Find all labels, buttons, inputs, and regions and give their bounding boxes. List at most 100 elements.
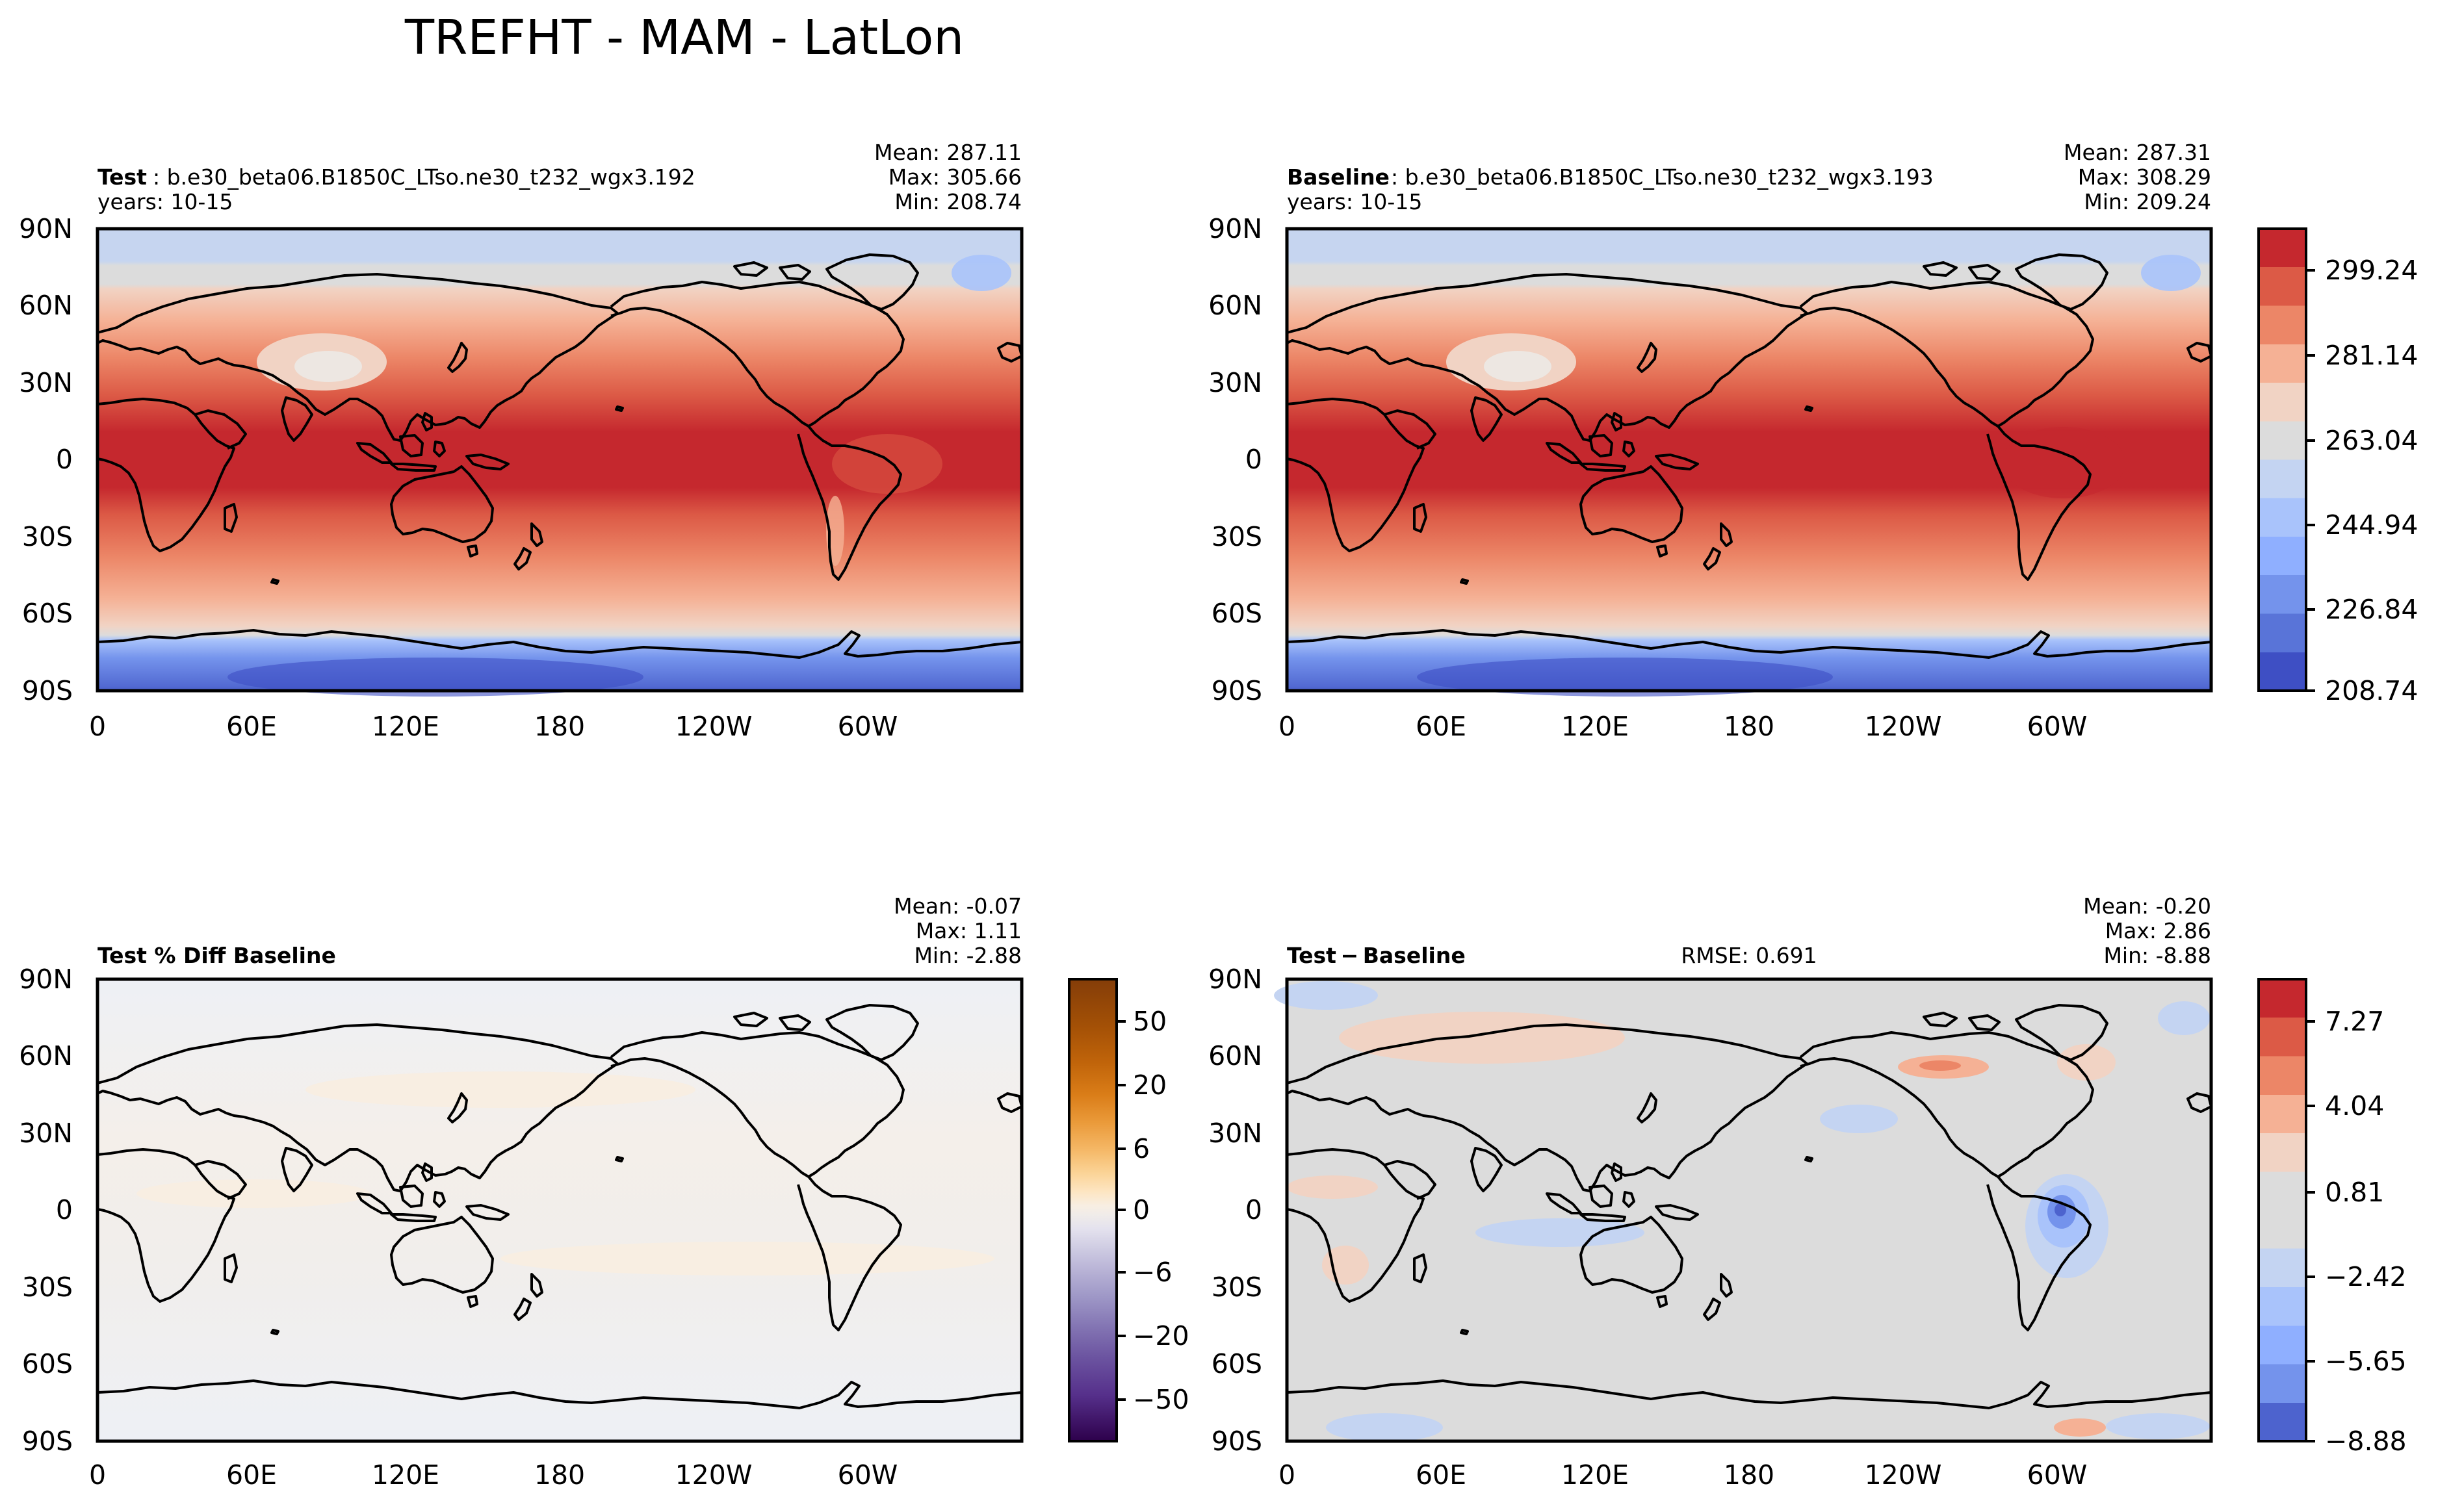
lon-tick: 60E	[226, 711, 277, 742]
lat-tick: 90S	[22, 1426, 73, 1457]
lat-tick: 60S	[1212, 598, 1262, 629]
colorbar-tick: 244.94	[2325, 509, 2418, 541]
lat-tick: 60N	[1208, 1040, 1262, 1071]
lat-tick: 30N	[19, 1118, 73, 1149]
lat-tick: 60N	[19, 290, 73, 321]
baseline-lon-ticks: 0 60E 120E 180 120W 60W	[1278, 711, 2087, 742]
test-min: Min: 208.74	[894, 189, 1022, 214]
panel-diff: Test − Baseline RMSE: 0.691 Mean: -0.20 …	[1208, 893, 2213, 1491]
figure-title: TREFHT - MAM - LatLon	[404, 10, 964, 66]
colorbar-tick: 281.14	[2325, 340, 2418, 371]
lon-tick: 120E	[1561, 1459, 1629, 1491]
colorbar-tick: 7.27	[2325, 1006, 2384, 1037]
diff-min: Min: -8.88	[2103, 943, 2211, 968]
lat-tick: 30N	[1208, 367, 1262, 398]
pctdiff-min: Min: -2.88	[914, 943, 1022, 968]
colorbar-tick: 263.04	[2325, 425, 2418, 456]
lon-tick: 120E	[372, 1459, 439, 1491]
lon-tick: 120E	[1561, 711, 1629, 742]
lon-tick: 60W	[838, 1459, 898, 1491]
pctdiff-mean: Mean: -0.07	[894, 893, 1022, 919]
lon-tick: 0	[1278, 1459, 1295, 1491]
lat-tick: 90S	[22, 675, 73, 706]
lon-tick: 60E	[226, 1459, 277, 1491]
lat-tick: 60S	[22, 598, 73, 629]
lat-tick: 90N	[1208, 213, 1262, 244]
baseline-max: Max: 308.29	[2078, 164, 2211, 190]
test-label: Test	[97, 164, 147, 190]
baseline-case: : b.e30_beta06.B1850C_LTso.ne30_t232_wgx…	[1391, 164, 1934, 190]
colorbar-tick: 0.81	[2325, 1177, 2384, 1208]
panel-baseline: Baseline : b.e30_beta06.B1850C_LTso.ne30…	[1208, 140, 2213, 742]
colorbar-tick: −50	[1133, 1384, 1189, 1415]
test-max: Max: 305.66	[888, 164, 1022, 190]
diff-max: Max: 2.86	[2105, 918, 2211, 943]
panel-pct-diff: Test % Diff Baseline Mean: -0.07 Max: 1.…	[19, 893, 1024, 1491]
test-lat-ticks: 90N 60N 30N 0 30S 60S 90S	[19, 213, 73, 706]
diff-rmse: RMSE: 0.691	[1681, 943, 1817, 968]
test-years: years: 10-15	[97, 189, 233, 214]
diff-lat-ticks: 90N 60N 30N 0 30S 60S 90S	[1208, 964, 1262, 1457]
diff-map	[1274, 977, 2213, 1443]
diff-label: Test − Baseline	[1287, 943, 1466, 968]
baseline-label: Baseline	[1287, 164, 1390, 190]
pctdiff-map	[96, 977, 1024, 1443]
lat-tick: 30N	[19, 367, 73, 398]
lon-tick: 120W	[675, 711, 753, 742]
test-lon-ticks: 0 60E 120E 180 120W 60W	[89, 711, 898, 742]
colorbar-tick: 4.04	[2325, 1090, 2384, 1121]
lon-tick: 0	[89, 1459, 106, 1491]
pctdiff-lon-ticks: 0 60E 120E 180 120W 60W	[89, 1459, 898, 1491]
lat-tick: 0	[1245, 444, 1262, 475]
lat-tick: 90N	[19, 213, 73, 244]
baseline-years: years: 10-15	[1287, 189, 1422, 214]
colorbar-absolute: 299.24 281.14 263.04 244.94 226.84 208.7…	[2257, 227, 2418, 706]
pctdiff-max: Max: 1.11	[916, 918, 1022, 943]
lon-tick: 180	[1724, 1459, 1774, 1491]
baseline-lat-ticks: 90N 60N 30N 0 30S 60S 90S	[1208, 213, 1262, 706]
panel-test: Test : b.e30_beta06.B1850C_LTso.ne30_t23…	[19, 140, 1024, 742]
colorbar-tick: −6	[1133, 1257, 1172, 1288]
lon-tick: 180	[534, 1459, 585, 1491]
baseline-map	[1285, 227, 2213, 697]
lat-tick: 30N	[1208, 1118, 1262, 1149]
colorbar-tick: 0	[1133, 1194, 1150, 1225]
lat-tick: 60N	[1208, 290, 1262, 321]
test-case: : b.e30_beta06.B1850C_LTso.ne30_t232_wgx…	[153, 164, 695, 190]
lon-tick: 60E	[1416, 711, 1466, 742]
colorbar-tick: 20	[1133, 1070, 1167, 1101]
lat-tick: 30S	[1212, 1272, 1262, 1303]
lon-tick: 60W	[2027, 711, 2088, 742]
lat-tick: 30S	[22, 1272, 73, 1303]
lat-tick: 30S	[22, 521, 73, 552]
lon-tick: 120W	[1865, 1459, 1942, 1491]
colorbar-tick: 226.84	[2325, 594, 2418, 625]
lon-tick: 120W	[675, 1459, 753, 1491]
colorbar-tick: −2.42	[2325, 1261, 2407, 1292]
test-mean: Mean: 287.11	[874, 140, 1022, 165]
lat-tick: 90S	[1212, 1426, 1262, 1457]
lon-tick: 120W	[1865, 711, 1942, 742]
lat-tick: 0	[56, 1194, 73, 1225]
lon-tick: 180	[1724, 711, 1774, 742]
diff-lon-ticks: 0 60E 120E 180 120W 60W	[1278, 1459, 2087, 1491]
lat-tick: 90N	[1208, 964, 1262, 995]
baseline-mean: Mean: 287.31	[2064, 140, 2211, 165]
pctdiff-label: Test % Diff Baseline	[97, 943, 336, 968]
baseline-min: Min: 209.24	[2084, 189, 2211, 214]
lat-tick: 90S	[1212, 675, 1262, 706]
lat-tick: 0	[56, 444, 73, 475]
lon-tick: 0	[1278, 711, 1295, 742]
colorbar-tick: 299.24	[2325, 255, 2418, 286]
lon-tick: 60E	[1416, 1459, 1466, 1491]
pctdiff-lat-ticks: 90N 60N 30N 0 30S 60S 90S	[19, 964, 73, 1457]
lat-tick: 90N	[19, 964, 73, 995]
lat-tick: 60S	[1212, 1348, 1262, 1379]
diff-mean: Mean: -0.20	[2083, 893, 2211, 919]
colorbar-tick: 208.74	[2325, 675, 2418, 706]
lat-tick: 60N	[19, 1040, 73, 1071]
colorbar-difference: 7.27 4.04 0.81 −2.42 −5.65 −8.88	[2257, 978, 2407, 1457]
colorbar-tick: −5.65	[2325, 1346, 2407, 1377]
lat-tick: 0	[1245, 1194, 1262, 1225]
